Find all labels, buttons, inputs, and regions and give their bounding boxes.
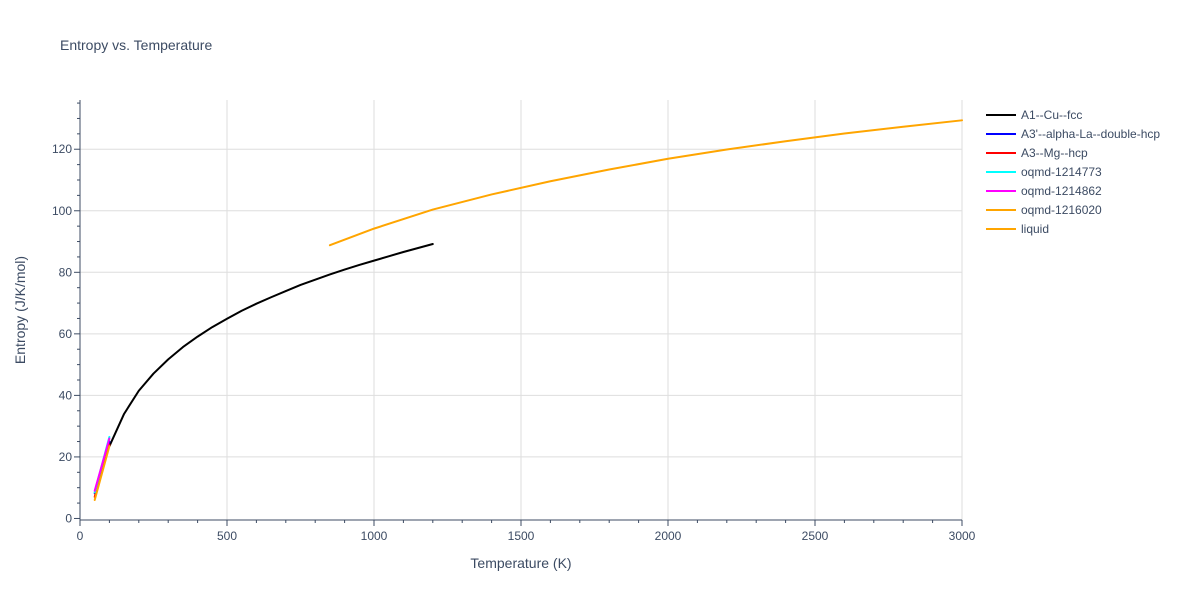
legend-label: A3'--alpha-La--double-hcp [1021, 127, 1160, 141]
y-tick-label: 100 [52, 204, 72, 218]
x-tick-label: 3000 [949, 529, 976, 543]
legend-label: oqmd-1214773 [1021, 165, 1102, 179]
legend-item[interactable]: A1--Cu--fcc [986, 108, 1082, 122]
y-tick-label: 60 [59, 327, 73, 341]
series-line [93, 445, 111, 501]
x-tick-label: 2500 [802, 529, 829, 543]
legend-item[interactable]: liquid [986, 222, 1049, 236]
legend-item[interactable]: A3'--alpha-La--double-hcp [986, 127, 1160, 141]
plot-area [93, 119, 963, 501]
legend-label: A3--Mg--hcp [1021, 146, 1088, 160]
x-axis-title: Temperature (K) [470, 555, 571, 571]
y-tick-label: 120 [52, 142, 72, 156]
legend-item[interactable]: A3--Mg--hcp [986, 146, 1088, 160]
y-axis-title: Entropy (J/K/mol) [12, 256, 28, 364]
legend-item[interactable]: oqmd-1216020 [986, 203, 1102, 217]
series-line [328, 119, 963, 247]
x-tick-label: 2000 [655, 529, 682, 543]
x-tick-label: 1000 [361, 529, 388, 543]
legend-label: liquid [1021, 222, 1049, 236]
legend-label: A1--Cu--fcc [1021, 108, 1082, 122]
y-tick-label: 80 [59, 265, 73, 279]
legend-label: oqmd-1216020 [1021, 203, 1102, 217]
grid [80, 100, 963, 520]
x-tick-label: 500 [217, 529, 237, 543]
chart-title: Entropy vs. Temperature [60, 37, 212, 53]
series-line [108, 243, 434, 448]
legend: A1--Cu--fcc A3'--alpha-La--double-hcp A3--… [986, 108, 1160, 236]
x-tick-label: 0 [77, 529, 84, 543]
legend-item[interactable]: oqmd-1214773 [986, 165, 1102, 179]
y-tick-label: 0 [65, 511, 72, 525]
legend-label: oqmd-1214862 [1021, 184, 1102, 198]
axes: 0 500 1000 1500 2000 2500 3000 0 20 40 60 80 100 120 [52, 100, 976, 543]
y-tick-label: 40 [59, 388, 73, 402]
y-tick-label: 20 [59, 450, 73, 464]
legend-item[interactable]: oqmd-1214862 [986, 184, 1102, 198]
series-line [93, 437, 111, 492]
x-tick-label: 1500 [508, 529, 535, 543]
